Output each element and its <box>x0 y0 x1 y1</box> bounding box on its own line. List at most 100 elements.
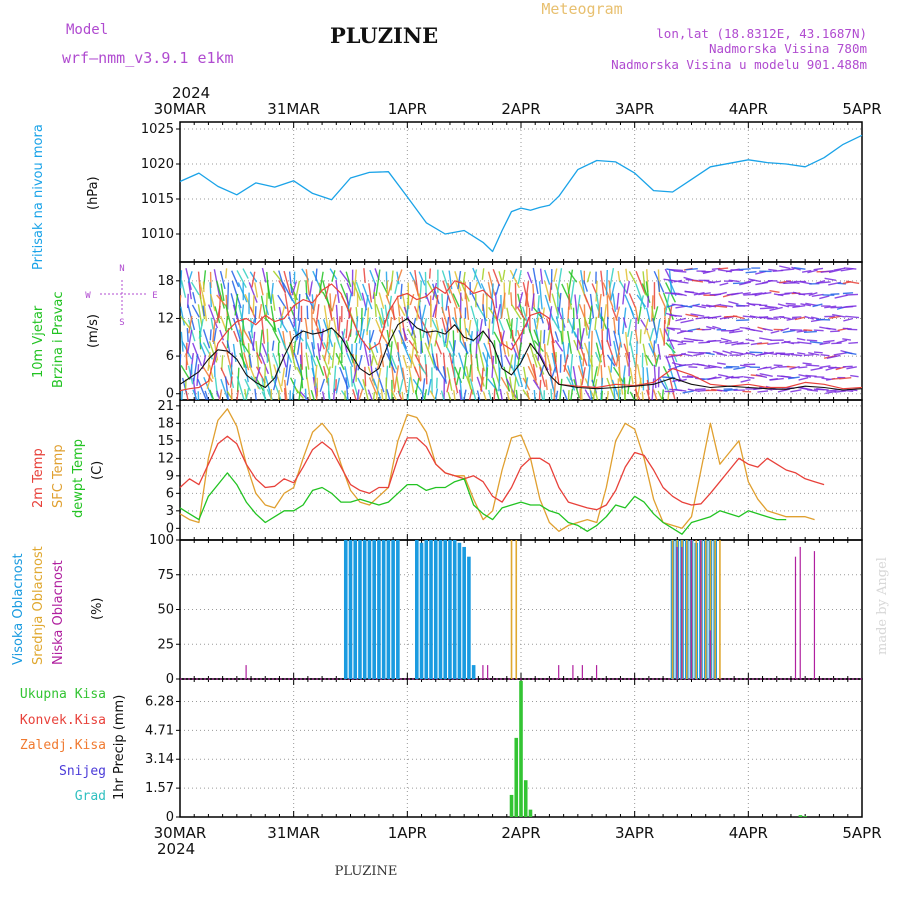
wind-arrow <box>244 388 248 400</box>
wind-arrow <box>624 352 629 367</box>
wind-arrow <box>344 366 350 388</box>
y-tick-label: 12 <box>157 311 174 326</box>
wind-arrow <box>345 377 349 400</box>
y-tick-label: 4.71 <box>145 723 174 738</box>
wind-arrow <box>445 331 450 349</box>
wind-arrow <box>816 387 829 391</box>
wind-arrow <box>731 375 744 379</box>
mid-cloud-bar <box>704 540 707 679</box>
wind-arrow <box>780 268 795 272</box>
wind-arrow <box>551 340 556 365</box>
wind-arrow <box>492 316 495 335</box>
wind-arrow <box>532 267 539 295</box>
wind-arrow <box>547 306 553 331</box>
wind-arrow <box>810 316 820 320</box>
wind-arrow <box>663 319 666 346</box>
wind-arrow <box>714 305 728 308</box>
wind-arrow <box>391 329 399 350</box>
wind-arrow <box>587 364 591 387</box>
wind-arrow <box>828 268 842 274</box>
wind-arrow <box>829 315 841 319</box>
wind-arrow <box>470 354 473 382</box>
wind-arrow <box>379 342 385 368</box>
high-cloud-bar <box>448 540 452 679</box>
wind-arrow <box>522 389 532 400</box>
wind-arrow <box>696 363 711 368</box>
wind-arrow <box>447 282 458 309</box>
wind-arrow <box>209 293 216 312</box>
wind-arrow <box>730 350 744 355</box>
wind-arrow <box>769 306 783 312</box>
wind-arrow <box>376 354 382 370</box>
wind-arrow <box>770 330 780 334</box>
wind-arrow <box>668 343 678 363</box>
wind-arrow <box>606 354 616 367</box>
wind-arrow <box>271 294 276 311</box>
wind-arrow <box>601 340 606 368</box>
wind-arrow <box>845 293 859 296</box>
wind-arrow <box>441 317 447 333</box>
wind-arrow <box>197 378 207 400</box>
wind-arrow <box>732 315 745 320</box>
wind-arrow <box>315 355 325 376</box>
wind-arrow <box>636 364 643 388</box>
wind-arrow <box>308 281 313 297</box>
time-label-bottom: 4APR <box>729 824 768 842</box>
wind-arrow <box>645 354 654 367</box>
wind-arrow <box>553 268 558 282</box>
wind-arrow <box>444 316 450 344</box>
wind-arrow <box>321 391 326 400</box>
high-cloud-bar <box>348 540 353 679</box>
high-cloud-bar <box>386 540 391 679</box>
wind-arrow <box>636 294 647 308</box>
wind-arrow <box>351 280 362 301</box>
wind-arrow <box>538 281 543 310</box>
wind-arrow <box>261 391 267 400</box>
wind-arrow <box>559 354 562 373</box>
wind-arrow <box>293 340 297 354</box>
wind-arrow <box>482 391 487 400</box>
wind-arrow <box>255 366 266 384</box>
wind-arrow <box>272 352 281 374</box>
wind-arrow <box>777 303 790 308</box>
wind-arrow <box>251 271 256 288</box>
wind-arrow <box>368 377 378 396</box>
wind-arrow <box>390 355 398 370</box>
wind-arrow <box>335 352 345 371</box>
wind-arrow <box>678 363 693 367</box>
wind-arrow <box>305 341 317 367</box>
wind-arrow <box>415 293 421 321</box>
wind-arrow <box>289 294 297 306</box>
wind-arrow <box>830 330 840 333</box>
wind-arrow <box>331 294 337 312</box>
low-cloud-bar <box>690 540 692 679</box>
wind-arrow <box>421 378 426 400</box>
wind-arrow <box>667 390 670 400</box>
wind-arrow <box>358 388 364 400</box>
wind-arrow <box>356 389 360 400</box>
wind-arrow <box>368 342 378 366</box>
wind-arrow <box>666 318 670 332</box>
wind-arrow <box>409 293 415 306</box>
wind-arrow <box>773 364 783 367</box>
wind-arrow <box>627 319 632 337</box>
wind-arrow <box>846 366 857 370</box>
wind-arrow <box>770 365 780 370</box>
low-cloud-bar <box>709 630 711 679</box>
wind-arrow <box>242 329 253 344</box>
low-cloud-bar <box>681 546 683 679</box>
wind-arrow <box>286 364 292 386</box>
wind-arrow <box>664 293 670 316</box>
wind-arrow <box>615 342 622 367</box>
wind-arrow <box>279 316 284 329</box>
wind-arrow <box>717 362 726 365</box>
wind-arrow <box>209 329 212 341</box>
wind-arrow <box>526 390 531 400</box>
wind-arrow <box>372 391 376 400</box>
wind-arrow <box>499 343 504 368</box>
wind-arrow <box>352 379 360 400</box>
wind-arrow <box>600 270 605 297</box>
wind-arrow <box>413 366 422 382</box>
wind-arrow <box>197 391 200 400</box>
precip-legend-hail: Grad <box>75 789 106 804</box>
